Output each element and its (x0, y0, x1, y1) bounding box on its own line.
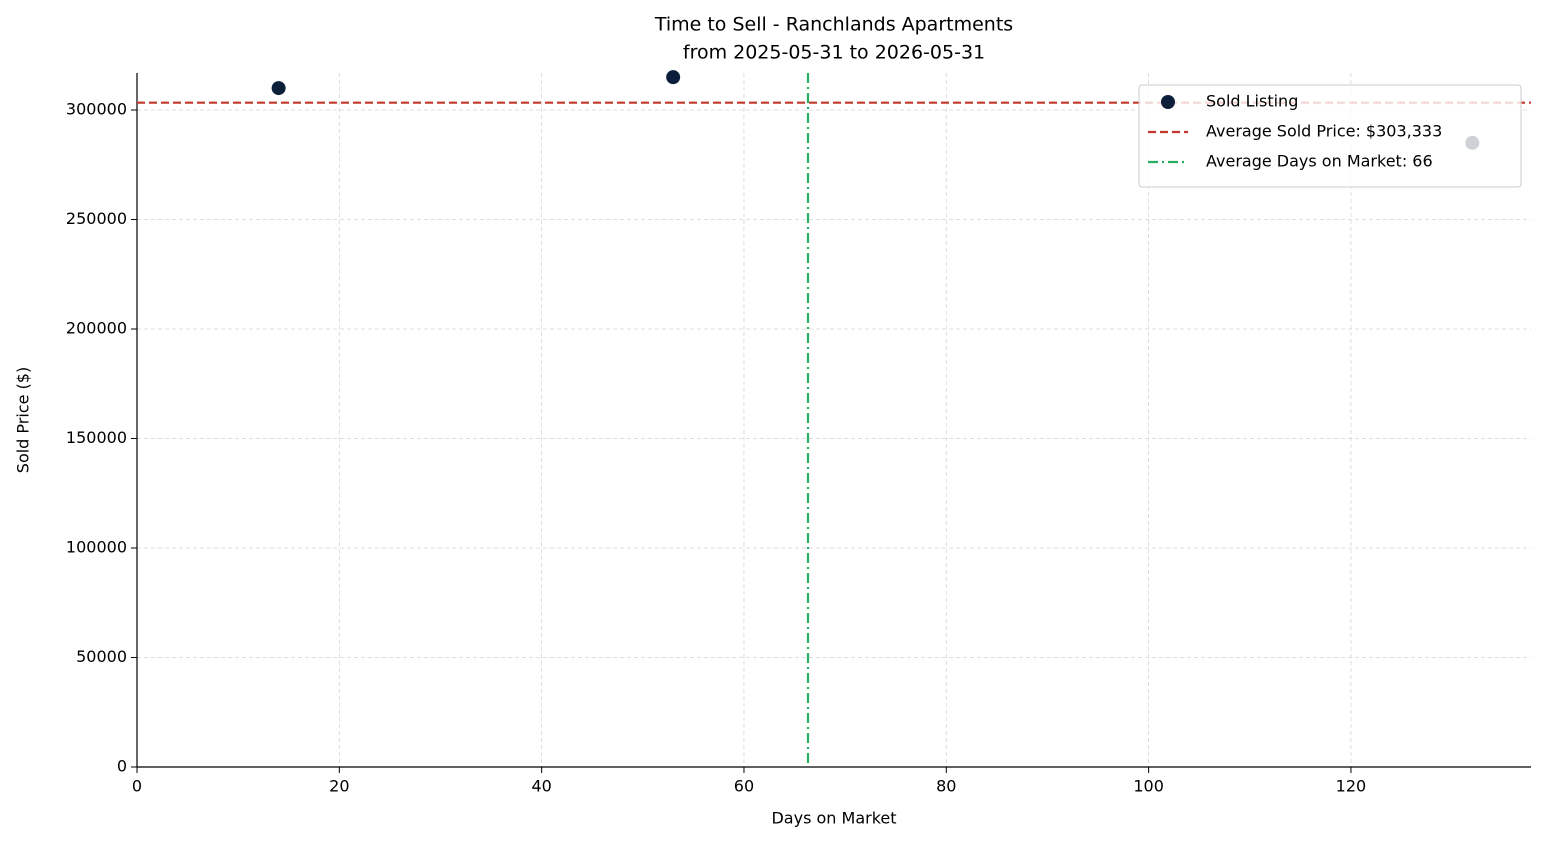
point (666, 70, 681, 85)
chart-title: Time to Sell - Ranchlands Apartments (654, 14, 1013, 36)
y-tick-label: 0 (117, 757, 127, 776)
x-tick-label: 20 (329, 777, 349, 796)
y-tick-label: 200000 (66, 319, 127, 338)
legend-label: Average Sold Price: $303,333 (1206, 122, 1442, 141)
x-tick-label: 60 (734, 777, 754, 796)
y-tick-label: 50000 (76, 647, 127, 666)
point (271, 81, 286, 96)
y-tick-label: 150000 (66, 428, 127, 447)
legend-label: Average Days on Market: 66 (1206, 152, 1433, 171)
legend-label: Sold Listing (1206, 92, 1298, 111)
x-tick-label: 100 (1133, 777, 1164, 796)
x-tick-label: 120 (1336, 777, 1367, 796)
x-tick-label: 80 (936, 777, 956, 796)
x-tick-label: 0 (132, 777, 142, 796)
x-axis-label: Days on Market (771, 809, 896, 828)
legend-box (1138, 84, 1522, 188)
chart-subtitle: from 2025-05-31 to 2026-05-31 (683, 42, 985, 64)
legend-marker (1161, 95, 1175, 109)
y-tick-label: 250000 (66, 209, 127, 228)
y-tick-label: 300000 (66, 100, 127, 119)
x-tick-label: 40 (531, 777, 551, 796)
y-tick-label: 100000 (66, 538, 127, 557)
y-axis-label: Sold Price ($) (14, 367, 33, 473)
